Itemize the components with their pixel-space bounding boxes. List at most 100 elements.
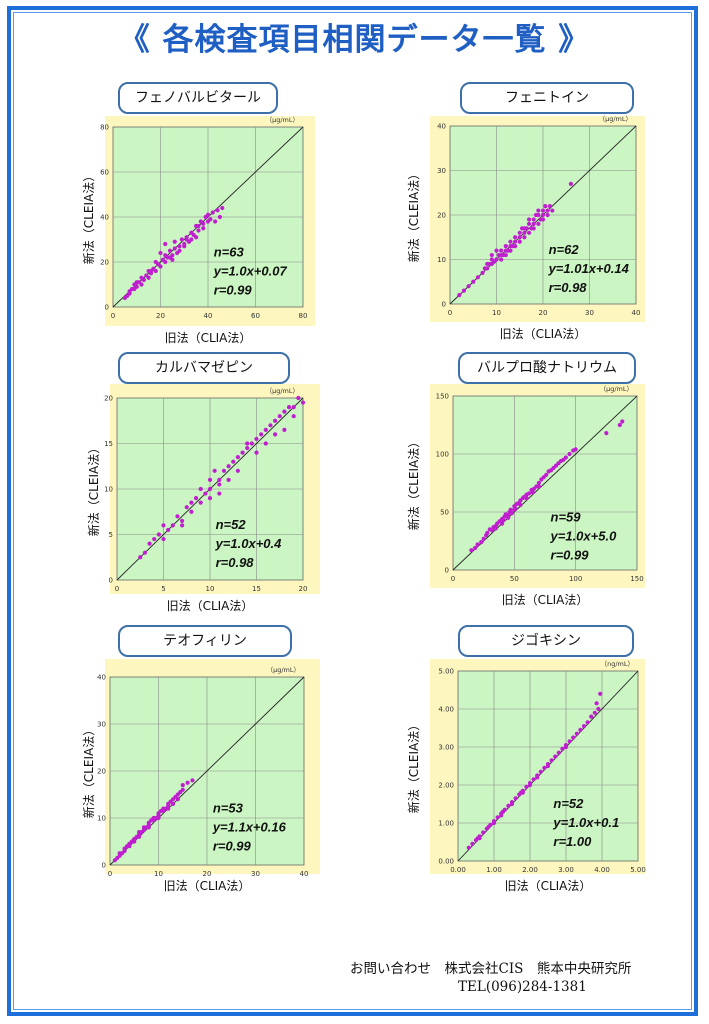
data-point [592,710,597,715]
stats-annotation: r=0.99 [213,838,252,853]
data-point [493,526,499,531]
y-tick-label: 30 [97,721,106,729]
data-point [522,230,527,235]
chart-panel: テオフィリン 0 10 20 30 40 0 10 20 30 40 （μg/mL） n=53 y=1.1… [70,625,370,893]
data-point [273,418,278,423]
data-point [499,257,504,262]
scatter-chart: 0 5 10 15 20 0 5 10 15 20 （μg/mL） n=52 y=1.0x+0.4 r=0… [86,384,320,613]
data-point [134,280,139,285]
y-tick-label: 60 [100,169,109,177]
y-tick-label: 10 [97,815,106,823]
data-point [156,815,161,821]
x-tick-label: 3.00 [558,866,574,874]
data-point [217,477,222,482]
data-point [571,735,576,740]
data-point [213,219,218,224]
data-point [166,806,171,811]
x-tick-label: 20 [203,870,212,878]
data-point [517,235,522,240]
x-tick-label: 20 [539,309,548,317]
x-tick-label: 40 [204,312,213,320]
data-point [182,244,187,249]
page-border [7,6,698,1016]
data-point [300,400,306,405]
unit-label: （μg/mL） [266,116,299,124]
y-tick-label: 30 [437,167,446,175]
data-point [198,500,203,505]
data-point [499,248,504,253]
data-point [536,480,541,486]
data-point [585,720,590,725]
data-point [240,450,245,455]
data-point [226,464,231,469]
data-point [540,217,546,222]
data-point [158,250,163,256]
data-point [166,527,171,533]
data-point [481,830,486,835]
data-point [221,468,227,473]
stats-annotation: y=1.0x+0.1 [552,815,619,830]
data-point [158,264,163,269]
data-point [245,445,250,451]
contact-line: お問い合わせ 株式会社CIS 熊本中央研究所 [350,961,632,977]
x-tick-label: 40 [632,309,641,317]
data-point [217,491,222,496]
x-tick-label: 80 [299,312,308,320]
data-point [522,226,527,231]
identity-line [112,126,304,308]
x-axis-label: 旧法（CLIA法） [500,327,587,341]
chart-panel: ジゴキシン 0.00 1.00 2.00 3.00 4.00 5.00 0.00 1.00 2.0… [390,625,690,893]
data-point [509,511,514,516]
data-point [122,848,127,853]
data-point [127,291,132,296]
data-point [296,395,301,401]
data-point [170,801,176,806]
data-point [180,787,185,792]
data-point [518,502,523,508]
stats-annotation: n=52 [553,796,584,811]
y-axis-label: 新法（CLEIA法） [406,168,421,262]
x-tick-label: 150 [630,575,643,583]
data-point [231,459,236,464]
data-point [574,731,579,736]
data-point [489,252,494,258]
data-point [485,266,490,271]
identity-line [452,395,638,571]
data-point [524,495,529,501]
y-axis-label: 新法（CLEIA法） [86,442,101,536]
data-point [598,691,603,696]
data-point [245,441,250,446]
data-point [151,818,156,823]
data-point [189,509,194,514]
data-point [542,765,547,770]
data-point [524,784,529,789]
data-point [291,405,296,410]
stats-annotation: y=1.1x+0.16 [212,819,287,834]
page-title: 《 各検査項目相関データ一覧 》 [118,22,591,58]
data-point [545,208,550,213]
x-axis-label: 旧法（CLIA法） [164,879,251,893]
data-point [457,293,462,298]
page-inner-border [13,12,692,1010]
chart-title: ジゴキシン [458,625,634,657]
data-point [148,268,154,274]
data-point [189,500,194,505]
y-tick-label: 1.00 [438,820,454,828]
x-tick-label: 5.00 [630,866,646,874]
unit-label: （ng/mL） [601,660,634,668]
data-point [175,514,180,519]
scatter-chart: 0 10 20 30 40 0 10 20 30 40 （μg/mL） n=53 y=1.1x+0.16… [81,659,320,893]
y-tick-label: 20 [437,212,446,220]
data-point [545,212,550,218]
y-axis-label: 新法（CLEIA法） [81,724,96,818]
unit-label: （μg/mL） [600,385,633,393]
data-point [139,275,144,280]
data-point [117,851,122,856]
data-point [127,841,132,846]
data-point [506,515,511,520]
data-point [513,244,518,249]
contact-phone: TEL(096)284-1381 [458,979,587,995]
chart-title: フェニトイン [460,82,634,114]
data-point [531,226,536,231]
data-point [480,270,485,275]
